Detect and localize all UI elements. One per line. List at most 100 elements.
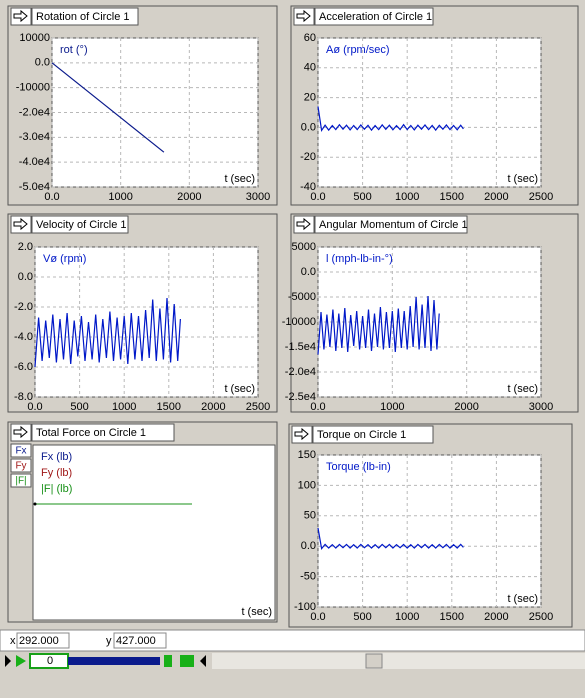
y-tick-label: -20	[300, 151, 316, 163]
y-tick-label: -5.0e4	[19, 181, 50, 193]
step-back-button[interactable]	[5, 655, 11, 667]
scrollbar[interactable]	[212, 653, 585, 669]
x-axis-label: t (sec)	[224, 173, 255, 185]
x-axis-label: t (sec)	[507, 173, 538, 185]
arrow-icon	[13, 9, 28, 23]
y-tick-label: -10000	[282, 316, 316, 328]
legend-entry: Torque (lb-in)	[326, 461, 391, 473]
series-toggle[interactable]	[10, 458, 32, 473]
plot-area	[317, 454, 542, 608]
y-tick-label: -2.0e4	[285, 366, 316, 378]
x-axis-label: t (sec)	[241, 606, 272, 618]
arrow-icon	[296, 9, 311, 23]
y-tick-label: 40	[304, 62, 316, 74]
title-tab	[314, 215, 468, 234]
x-tick-label: 1000	[395, 611, 419, 623]
x-field[interactable]	[16, 632, 70, 649]
fast-button[interactable]	[180, 655, 194, 667]
panel-title: Rotation of Circle 1	[36, 11, 130, 23]
series-toggle-label: Fy	[15, 461, 26, 472]
y-tick-label: 5000	[292, 241, 316, 253]
x-tick-label: 1000	[380, 401, 404, 413]
y-tick-label: 150	[298, 449, 316, 461]
panel-title: Acceleration of Circle 1	[319, 11, 432, 23]
y-tick-label: 50	[304, 510, 316, 522]
x-tick-label: 1000	[108, 191, 132, 203]
x-tick-label: 500	[353, 611, 371, 623]
y-tick-label: -6.0	[14, 361, 33, 373]
y-tick-label: -3.0e4	[19, 131, 50, 143]
x-tick-label: 2000	[484, 611, 508, 623]
y-tick-label: 0.0	[301, 121, 316, 133]
panel-title: Angular Momentum of Circle 1	[319, 219, 468, 231]
y-tick-label: 0.0	[35, 57, 50, 69]
trace-start	[33, 502, 37, 506]
x-tick-label: 1500	[440, 611, 464, 623]
legend-entry: rot (°)	[60, 44, 88, 56]
y-tick-label: 100	[298, 479, 316, 491]
x-value: 292.000	[19, 635, 59, 647]
end-button[interactable]	[164, 655, 172, 667]
x-tick-label: 500	[353, 191, 371, 203]
x-tick-label: 1500	[440, 191, 464, 203]
y-label: y	[106, 635, 112, 647]
series-toggle-label: |F|	[15, 476, 26, 487]
panel-title: Total Force on Circle 1	[36, 427, 146, 439]
x-axis-label: t (sec)	[224, 383, 255, 395]
x-tick-label: 500	[70, 401, 88, 413]
series-toggle-label: Fx	[15, 446, 26, 457]
y-tick-label: -4.0	[14, 331, 33, 343]
x-tick-label: 2500	[529, 191, 553, 203]
series-toggle[interactable]	[10, 443, 32, 458]
legend-entry: |F| (lb)	[41, 483, 72, 495]
y-tick-label: 10000	[19, 32, 50, 44]
x-tick-label: 2000	[484, 191, 508, 203]
x-label: x	[10, 635, 16, 647]
title-tab	[31, 7, 139, 26]
timeline[interactable]	[68, 657, 160, 665]
y-tick-label: 20	[304, 92, 316, 104]
x-tick-label: 0.0	[310, 611, 325, 623]
y-tick-label: -100	[294, 601, 316, 613]
y-tick-label: -2.0e4	[19, 106, 50, 118]
panel-title: Velocity of Circle 1	[36, 219, 126, 231]
play-button[interactable]	[16, 655, 26, 667]
y-tick-label: -10000	[16, 82, 50, 94]
x-axis-label: t (sec)	[507, 383, 538, 395]
legend-entry: l (mph-lb-in-°)	[326, 253, 393, 265]
legend-entry: Vø (rpm)	[43, 253, 86, 265]
x-tick-label: 2000	[201, 401, 225, 413]
title-tab	[31, 215, 129, 234]
x-axis-label: t (sec)	[507, 593, 538, 605]
title-tab	[312, 425, 434, 444]
data-line	[34, 297, 181, 368]
y-tick-label: -8.0	[14, 391, 33, 403]
data-line	[317, 295, 440, 355]
y-field[interactable]	[113, 632, 167, 649]
y-tick-label: 0.0	[301, 266, 316, 278]
legend-entry: Fx (lb)	[41, 451, 72, 463]
panel-title: Torque on Circle 1	[317, 429, 406, 441]
y-tick-label: -50	[300, 571, 316, 583]
arrow-icon	[13, 217, 28, 231]
scroll-thumb[interactable]	[365, 653, 383, 669]
title-tab	[314, 7, 434, 26]
x-tick-label: 3000	[246, 191, 270, 203]
x-tick-label: 1000	[112, 401, 136, 413]
y-tick-label: 2.0	[18, 241, 33, 253]
status-bar	[0, 629, 585, 652]
frame-value: 0	[47, 655, 53, 667]
y-tick-label: 0.0	[301, 540, 316, 552]
data-line	[51, 62, 165, 153]
arrow-icon	[296, 217, 311, 231]
scroll-left[interactable]	[200, 655, 206, 667]
x-tick-label: 0.0	[310, 191, 325, 203]
y-tick-label: -5000	[288, 291, 316, 303]
y-value: 427.000	[116, 635, 156, 647]
x-tick-label: 0.0	[27, 401, 42, 413]
arrow-icon	[13, 425, 28, 439]
y-tick-label: 0.0	[18, 271, 33, 283]
y-tick-label: -2.0	[14, 301, 33, 313]
series-toggle[interactable]	[10, 473, 32, 488]
y-tick-label: 60	[304, 32, 316, 44]
